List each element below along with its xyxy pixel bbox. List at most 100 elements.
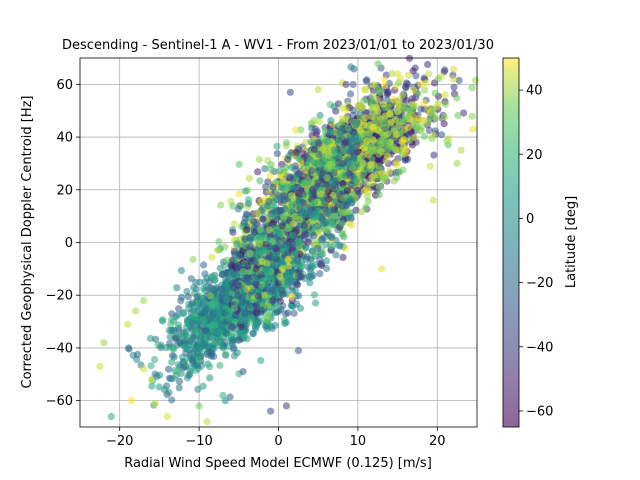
scatter-point — [292, 226, 300, 234]
scatter-point — [175, 321, 183, 329]
scatter-point — [195, 402, 203, 410]
colorbar-label: Latitude [deg] — [564, 196, 579, 288]
scatter-point — [229, 337, 237, 345]
scatter-point — [230, 247, 239, 255]
scatter-point — [330, 169, 338, 177]
scatter-point — [269, 183, 277, 191]
scatter-point — [238, 286, 246, 295]
scatter-point — [468, 112, 476, 120]
scatter-point — [445, 135, 453, 143]
scatter-point — [310, 210, 318, 218]
colorbar-tick-label: −60 — [526, 404, 553, 419]
scatter-point — [399, 166, 407, 174]
scatter-point — [341, 244, 349, 252]
scatter-point — [240, 218, 248, 226]
scatter-point — [411, 133, 419, 142]
scatter-point — [294, 347, 302, 355]
scatter-point — [223, 256, 231, 264]
scatter-point — [347, 63, 355, 71]
scatter-point — [291, 213, 299, 221]
data-points — [96, 54, 480, 426]
scatter-point — [168, 396, 176, 404]
scatter-point — [146, 334, 154, 343]
scatter-point — [179, 308, 187, 316]
scatter-point — [307, 262, 315, 270]
scatter-point — [314, 86, 322, 94]
scatter-point — [346, 147, 354, 155]
scatter-point — [325, 209, 333, 217]
scatter-point — [147, 362, 155, 370]
scatter-point — [107, 412, 115, 421]
scatter-point — [300, 222, 308, 230]
scatter-point — [330, 103, 338, 111]
scatter-point — [280, 316, 289, 325]
scatter-point — [132, 307, 140, 315]
scatter-point — [360, 121, 368, 129]
scatter-point — [232, 279, 240, 287]
y-tick-label: 40 — [56, 131, 73, 146]
scatter-point — [455, 76, 463, 84]
scatter-point — [289, 231, 297, 239]
scatter-point — [429, 110, 437, 118]
scatter-point — [274, 227, 282, 235]
scatter-point — [264, 312, 272, 320]
scatter-point — [384, 129, 392, 137]
scatter-point — [363, 192, 371, 200]
scatter-point — [460, 109, 468, 117]
scatter-point — [324, 152, 332, 160]
scatter-point — [288, 238, 296, 247]
scatter-point — [469, 125, 477, 133]
scatter-point — [251, 258, 259, 266]
scatter-point — [249, 330, 257, 338]
scatter-point — [341, 172, 349, 180]
scatter-point — [300, 179, 308, 187]
scatter-point — [383, 90, 391, 98]
scatter-point — [273, 150, 281, 158]
scatter-point — [288, 244, 297, 252]
y-tick-label: −40 — [46, 341, 73, 356]
scatter-point — [453, 94, 461, 102]
scatter-point — [219, 391, 227, 399]
scatter-point — [402, 83, 410, 91]
scatter-point — [199, 382, 207, 390]
scatter-point — [424, 60, 432, 69]
scatter-point — [335, 241, 343, 249]
scatter-point — [258, 283, 266, 291]
scatter-point — [173, 311, 182, 319]
scatter-point — [308, 167, 316, 175]
scatter-point — [295, 170, 303, 178]
scatter-point — [200, 261, 208, 269]
scatter-point — [409, 86, 418, 94]
scatter-point — [279, 290, 287, 299]
scatter-point — [247, 235, 255, 243]
scatter-point — [321, 200, 329, 208]
scatter-point — [282, 139, 290, 147]
scatter-point — [284, 155, 292, 163]
scatter-point — [288, 293, 296, 301]
scatter-point — [362, 203, 370, 211]
scatter-point — [234, 292, 242, 300]
scatter-point — [369, 92, 377, 100]
scatter-point — [343, 187, 351, 195]
scatter-point — [177, 297, 185, 305]
scatter-point — [229, 202, 237, 210]
scatter-point — [211, 309, 219, 317]
scatter-point — [339, 253, 347, 261]
scatter-point — [324, 187, 333, 195]
scatter-point — [333, 187, 341, 195]
scatter-point — [329, 221, 337, 229]
scatter-point — [223, 329, 231, 337]
scatter-point — [217, 201, 225, 209]
scatter-point — [168, 310, 176, 318]
scatter-point — [289, 220, 298, 228]
scatter-point — [219, 344, 227, 352]
scatter-point — [282, 402, 290, 410]
scatter-point — [398, 91, 406, 99]
scatter-point — [368, 113, 376, 121]
scatter-point — [307, 268, 315, 276]
scatter-point — [356, 112, 364, 120]
scatter-point — [193, 293, 201, 301]
scatter-point — [437, 131, 446, 139]
scatter-point — [234, 262, 242, 270]
scatter-point — [324, 226, 332, 234]
